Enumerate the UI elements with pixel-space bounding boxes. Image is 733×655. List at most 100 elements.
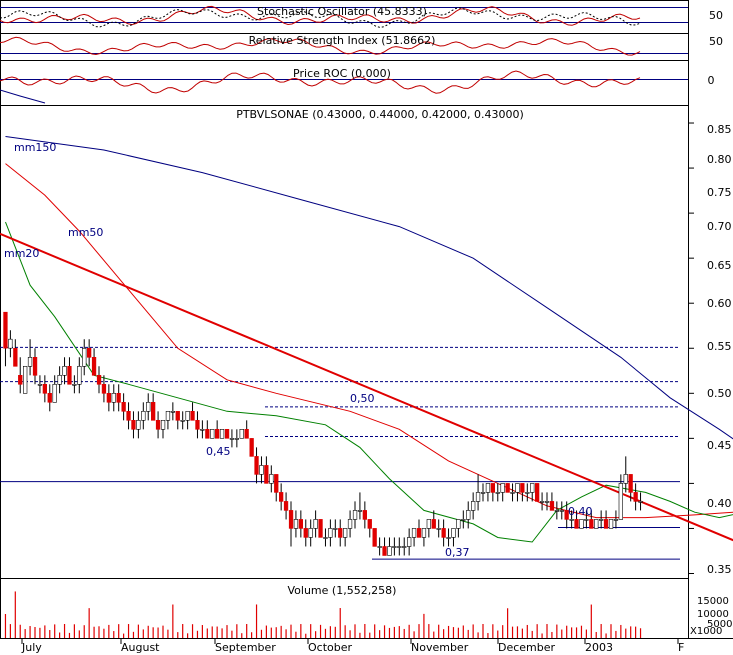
candle-body [485, 483, 491, 493]
candle-body [377, 546, 382, 548]
candle [101, 375, 107, 403]
candle [431, 510, 436, 529]
candle-body [101, 383, 107, 394]
candle-body [308, 528, 313, 538]
candle [392, 537, 397, 556]
candle [441, 519, 446, 547]
candle [82, 339, 87, 376]
candle [155, 411, 161, 439]
stochastic-signal-line [0, 7, 641, 28]
candle-body [126, 410, 131, 421]
y-tick-050: 0.50 [707, 387, 732, 400]
candle [47, 384, 52, 412]
candle-body [155, 419, 161, 430]
candle-body [254, 456, 259, 475]
candle [283, 492, 289, 520]
candle-body [200, 428, 205, 431]
candle-body [67, 365, 72, 385]
x-label-july: July [21, 641, 42, 654]
candle [22, 365, 28, 394]
ma20-label: mm20 [4, 247, 39, 260]
candle [180, 411, 185, 430]
candle [426, 519, 432, 538]
candle [288, 501, 294, 547]
candle [406, 528, 412, 556]
volume-label: Volume (1,552,258) [288, 584, 397, 597]
candle-body [402, 546, 407, 548]
candle-body [47, 392, 52, 403]
candle [210, 428, 215, 439]
candle-body [18, 374, 23, 385]
candle-body [180, 419, 185, 422]
ma150-label: mm150 [14, 141, 56, 154]
candle [480, 483, 486, 502]
candle [387, 537, 392, 556]
roc-early-line [0, 89, 46, 104]
candle [495, 483, 500, 502]
candle [554, 501, 560, 520]
candle-body [42, 383, 48, 394]
candle-body [303, 528, 308, 538]
candle-body [598, 519, 604, 521]
candle [564, 501, 569, 529]
candle-body [628, 474, 633, 493]
candle-body [539, 501, 545, 503]
candle-body [569, 519, 574, 521]
candle-body [584, 519, 589, 521]
y-tick-080: 0.80 [707, 153, 732, 166]
candle [456, 519, 461, 538]
candle [87, 339, 92, 367]
candle-body [421, 528, 427, 538]
volume-tick-15000: 15000 [697, 596, 729, 607]
candle-body [170, 410, 176, 413]
candle [42, 375, 48, 403]
candle-body [338, 528, 343, 538]
candle [57, 366, 62, 394]
y-tick-075: 0.75 [707, 186, 732, 199]
candle-body [77, 365, 82, 385]
candle [190, 402, 195, 421]
candle [116, 384, 121, 412]
candle-body [72, 383, 77, 386]
candle-body [613, 519, 619, 521]
y-tick-055: 0.55 [707, 340, 732, 353]
candle [165, 410, 171, 430]
candle-body [328, 528, 333, 538]
candle [377, 537, 382, 556]
candle-body [195, 419, 200, 430]
candle-body [264, 465, 269, 484]
candle [411, 528, 417, 547]
candle [293, 510, 299, 538]
candle-body [106, 392, 112, 403]
candle-body [534, 483, 540, 502]
x-label-november: November [411, 641, 469, 654]
y-tick-085: 0.85 [707, 123, 732, 136]
candle [146, 393, 151, 421]
candle-body [347, 519, 353, 529]
candle-body [141, 410, 146, 421]
y-tick-060: 0.60 [707, 297, 732, 310]
candle [67, 357, 72, 385]
candle-body [234, 438, 240, 440]
ma20-line [5, 221, 733, 543]
candle [352, 501, 358, 529]
candle [436, 519, 441, 538]
candle-body [441, 528, 446, 538]
candle-body [151, 401, 156, 421]
candle [278, 483, 284, 511]
candle [584, 510, 589, 529]
x-label-september: September [215, 641, 276, 654]
candle-body [249, 438, 254, 457]
candle [357, 492, 363, 520]
candle [37, 375, 43, 394]
x-label-2003: 2003 [585, 641, 613, 654]
candle-body [274, 474, 279, 493]
candle-body [362, 510, 368, 520]
candle-body [27, 356, 33, 367]
candle-body [160, 419, 166, 430]
candle [530, 483, 535, 502]
candle-body [618, 483, 624, 520]
candle-body [530, 483, 535, 493]
rsi-line [0, 36, 641, 56]
